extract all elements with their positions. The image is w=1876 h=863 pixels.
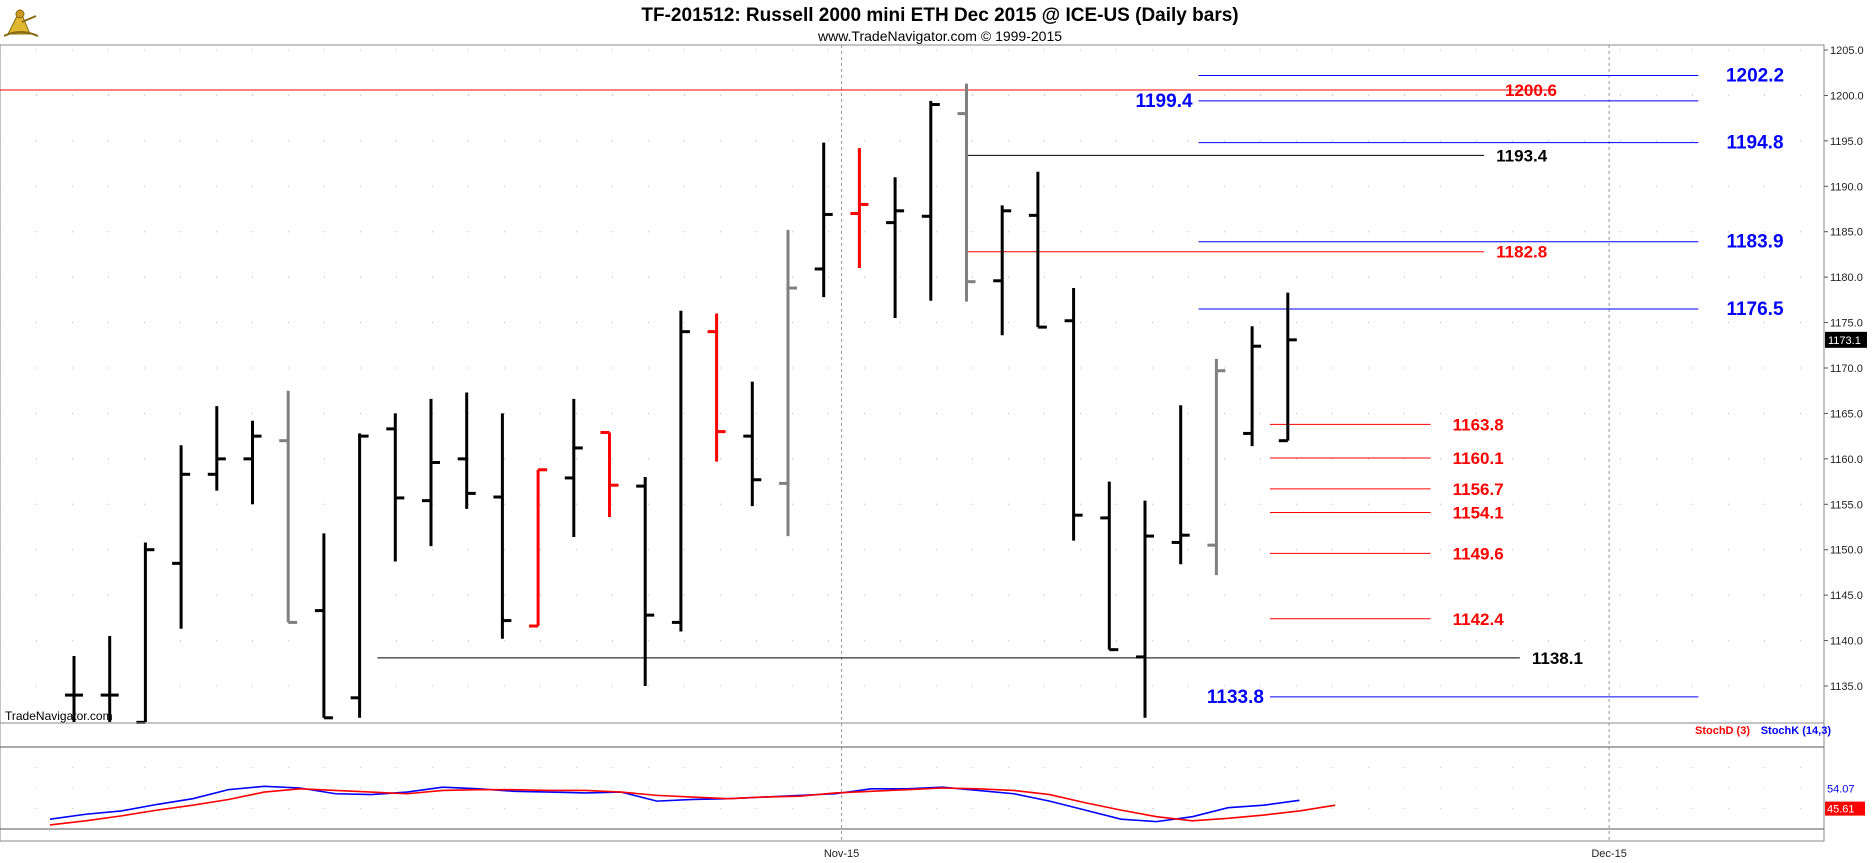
- y-tick-label: 1165.0: [1830, 408, 1863, 420]
- level-label-1200-6: 1200.6: [1505, 81, 1557, 100]
- ohlc-bar: [207, 406, 226, 491]
- sextant-logo-icon: [3, 8, 39, 37]
- stochastic-panel: StochD (3) StochK (14,3) 54.07 45.61: [0, 722, 1865, 842]
- y-tick-label: 1180.0: [1830, 272, 1863, 284]
- ohlc-bar: [850, 148, 869, 269]
- level-label-1193-4: 1193.4: [1496, 146, 1548, 165]
- ohlc-bar: [1028, 171, 1047, 329]
- price-panel-border: [0, 44, 1825, 724]
- y-tick-label: 1160.0: [1830, 454, 1863, 466]
- ohlc-bar: [457, 392, 476, 509]
- y-tick-label: 1145.0: [1830, 590, 1863, 602]
- ohlc-bar: [564, 398, 583, 537]
- level-label-1202-2: 1202.2: [1726, 65, 1784, 86]
- ohlc-bar: [350, 433, 369, 718]
- ohlc-bar: [814, 142, 833, 298]
- ohlc-bar: [636, 477, 655, 686]
- price-bars: [65, 83, 1297, 724]
- ohlc-bar: [422, 398, 440, 547]
- price-panel: 1202.2 1200.6 1199.4 1194.8 1193.4 1183.9 1182…: [0, 44, 1867, 841]
- y-tick-label: 1135.0: [1830, 681, 1863, 693]
- x-tick-label: Nov-15: [824, 848, 859, 860]
- level-label-1163-8: 1163.8: [1453, 415, 1504, 434]
- level-label-1176-5: 1176.5: [1726, 299, 1783, 320]
- header: TF-201512: Russell 2000 mini ETH Dec 201…: [3, 5, 1239, 44]
- ohlc-bar: [1136, 500, 1154, 718]
- stochd-value-label: 45.61: [1827, 804, 1855, 816]
- ohlc-bar: [600, 431, 619, 518]
- time-axis: Nov-15 Dec-15: [0, 840, 1824, 860]
- ohlc-bar: [1171, 405, 1190, 565]
- ohlc-bar: [671, 310, 690, 632]
- price-levels: 1202.2 1200.6 1199.4 1194.8 1193.4 1183.9 1182…: [0, 65, 1784, 708]
- level-label-1142-4: 1142.4: [1453, 610, 1505, 629]
- ohlc-bar: [136, 542, 155, 724]
- stochk-value-label: 54.07: [1827, 784, 1855, 796]
- ohlc-bar: [314, 533, 333, 720]
- stochd-value-badge: [1825, 801, 1865, 816]
- ohlc-bar: [386, 413, 405, 562]
- y-tick-label: 1170.0: [1830, 363, 1863, 375]
- chart-title: TF-201512: Russell 2000 mini ETH Dec 201…: [641, 5, 1238, 26]
- y-tick-label: 1155.0: [1830, 499, 1863, 511]
- ohlc-bar: [529, 468, 548, 628]
- ohlc-bar: [1207, 358, 1226, 576]
- y-tick-label: 1150.0: [1830, 545, 1863, 557]
- watermark-text: TradeNavigator.com: [5, 709, 113, 723]
- level-label-1154-1: 1154.1: [1453, 503, 1504, 522]
- stoch-lines: [49, 785, 1336, 826]
- ohlc-bar: [493, 413, 512, 639]
- price-axis: 1205.0 1200.0 1195.0 1190.0 1185.0 1180.0 1175…: [1823, 45, 1867, 841]
- y-tick-label: 1205.0: [1830, 45, 1864, 57]
- stochk-line: [49, 785, 1300, 823]
- ohlc-bar: [1278, 292, 1297, 443]
- ohlc-bar: [743, 381, 762, 507]
- ohlc-bar: [707, 313, 726, 462]
- ohlc-bar: [886, 177, 905, 319]
- level-label-1138-1: 1138.1: [1532, 649, 1583, 668]
- ohlc-bar: [243, 420, 262, 505]
- ohlc-bar: [172, 445, 191, 629]
- level-label-1149-6: 1149.6: [1453, 544, 1504, 563]
- ohlc-bar: [279, 390, 298, 624]
- ohlc-bar: [1064, 288, 1083, 541]
- stoch-badges: 54.07 45.61: [1825, 784, 1865, 816]
- chart-subtitle: www.TradeNavigator.com © 1999-2015: [817, 28, 1062, 44]
- level-label-1156-7: 1156.7: [1453, 480, 1504, 499]
- last-price-label: 1173.1: [1828, 335, 1861, 347]
- ohlc-bar: [957, 83, 976, 302]
- y-tick-label: 1185.0: [1830, 227, 1863, 239]
- ohlc-bar: [1243, 326, 1262, 447]
- legend-stochd: StochD (3): [1695, 725, 1750, 737]
- level-label-1183-9: 1183.9: [1726, 232, 1783, 253]
- stochastic-panel-border: [0, 722, 1825, 842]
- stochd-line: [49, 787, 1336, 826]
- y-tick-label: 1175.0: [1830, 318, 1863, 330]
- ohlc-bar: [993, 205, 1012, 336]
- y-tick-label: 1200.0: [1830, 90, 1864, 102]
- price-grid: [0, 45, 1824, 841]
- y-tick-label: 1190.0: [1830, 181, 1863, 193]
- ohlc-bar: [1100, 481, 1119, 652]
- y-tick-label: 1140.0: [1830, 636, 1863, 648]
- level-label-1199-4: 1199.4: [1135, 91, 1192, 112]
- level-label-1194-8: 1194.8: [1726, 133, 1783, 154]
- x-tick-label: Dec-15: [1591, 848, 1626, 860]
- ohlc-bar: [100, 636, 119, 722]
- level-label-1160-1: 1160.1: [1453, 449, 1504, 468]
- ohlc-bar: [921, 100, 940, 301]
- ohlc-bar: [65, 656, 83, 722]
- y-tick-label: 1195.0: [1830, 136, 1863, 148]
- level-label-1133-8: 1133.8: [1207, 687, 1264, 708]
- level-label-1182-8: 1182.8: [1496, 243, 1547, 262]
- legend-stochk: StochK (14,3): [1761, 725, 1832, 737]
- last-price-badge: [1825, 331, 1867, 348]
- ohlc-bar: [779, 229, 797, 537]
